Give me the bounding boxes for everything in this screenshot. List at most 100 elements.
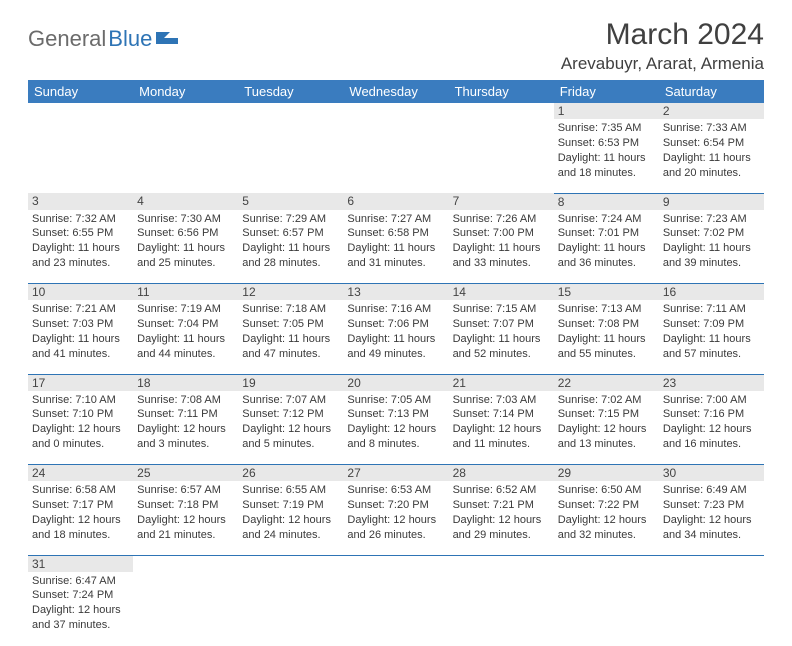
daynum-row: 31: [28, 555, 764, 572]
day-details: Sunrise: 7:13 AMSunset: 7:08 PMDaylight:…: [558, 302, 655, 361]
day-number: [554, 555, 659, 572]
day-cell: Sunrise: 7:35 AMSunset: 6:53 PMDaylight:…: [554, 119, 659, 193]
day-number: [133, 555, 238, 572]
day-cell: Sunrise: 7:19 AMSunset: 7:04 PMDaylight:…: [133, 300, 238, 374]
day-number: 24: [28, 465, 133, 482]
day-number: 14: [449, 284, 554, 301]
weekday-header: Saturday: [659, 80, 764, 103]
day-number: 29: [554, 465, 659, 482]
day-cell: Sunrise: 7:33 AMSunset: 6:54 PMDaylight:…: [659, 119, 764, 193]
day-number: [449, 103, 554, 119]
day-cell: Sunrise: 7:00 AMSunset: 7:16 PMDaylight:…: [659, 391, 764, 465]
location: Arevabuyr, Ararat, Armenia: [561, 54, 764, 74]
day-cell: [133, 572, 238, 646]
day-details: Sunrise: 7:27 AMSunset: 6:58 PMDaylight:…: [347, 212, 444, 271]
day-cell: Sunrise: 7:03 AMSunset: 7:14 PMDaylight:…: [449, 391, 554, 465]
day-details: Sunrise: 7:00 AMSunset: 7:16 PMDaylight:…: [663, 393, 760, 452]
day-number: 28: [449, 465, 554, 482]
day-cell: Sunrise: 6:49 AMSunset: 7:23 PMDaylight:…: [659, 481, 764, 555]
day-cell: Sunrise: 7:02 AMSunset: 7:15 PMDaylight:…: [554, 391, 659, 465]
day-number: 2: [659, 103, 764, 119]
day-number: 30: [659, 465, 764, 482]
day-cell: Sunrise: 7:10 AMSunset: 7:10 PMDaylight:…: [28, 391, 133, 465]
day-number: 7: [449, 193, 554, 210]
logo-text-general: General: [28, 26, 106, 52]
day-cell: Sunrise: 7:30 AMSunset: 6:56 PMDaylight:…: [133, 210, 238, 284]
weekday-header: Tuesday: [238, 80, 343, 103]
day-cell: Sunrise: 7:24 AMSunset: 7:01 PMDaylight:…: [554, 210, 659, 284]
day-number: 25: [133, 465, 238, 482]
day-cell: Sunrise: 7:07 AMSunset: 7:12 PMDaylight:…: [238, 391, 343, 465]
day-number: 11: [133, 284, 238, 301]
daynum-row: 24252627282930: [28, 465, 764, 482]
day-details: Sunrise: 7:32 AMSunset: 6:55 PMDaylight:…: [32, 212, 129, 271]
day-cell: Sunrise: 7:08 AMSunset: 7:11 PMDaylight:…: [133, 391, 238, 465]
week-row: Sunrise: 7:35 AMSunset: 6:53 PMDaylight:…: [28, 119, 764, 193]
day-number: 3: [28, 193, 133, 210]
day-number: 6: [343, 193, 448, 210]
day-details: Sunrise: 7:35 AMSunset: 6:53 PMDaylight:…: [558, 121, 655, 180]
day-number: [238, 103, 343, 119]
day-details: Sunrise: 6:53 AMSunset: 7:20 PMDaylight:…: [347, 483, 444, 542]
day-number: 16: [659, 284, 764, 301]
day-cell: [238, 572, 343, 646]
week-row: Sunrise: 7:21 AMSunset: 7:03 PMDaylight:…: [28, 300, 764, 374]
day-cell: Sunrise: 7:18 AMSunset: 7:05 PMDaylight:…: [238, 300, 343, 374]
day-number: 22: [554, 374, 659, 391]
day-details: Sunrise: 7:07 AMSunset: 7:12 PMDaylight:…: [242, 393, 339, 452]
day-cell: [449, 572, 554, 646]
day-details: Sunrise: 7:21 AMSunset: 7:03 PMDaylight:…: [32, 302, 129, 361]
day-number: 5: [238, 193, 343, 210]
week-row: Sunrise: 6:58 AMSunset: 7:17 PMDaylight:…: [28, 481, 764, 555]
day-cell: Sunrise: 6:55 AMSunset: 7:19 PMDaylight:…: [238, 481, 343, 555]
day-number: 17: [28, 374, 133, 391]
day-details: Sunrise: 6:55 AMSunset: 7:19 PMDaylight:…: [242, 483, 339, 542]
logo-text-blue: Blue: [108, 26, 152, 52]
day-number: 9: [659, 193, 764, 210]
weekday-header: Friday: [554, 80, 659, 103]
day-details: Sunrise: 7:29 AMSunset: 6:57 PMDaylight:…: [242, 212, 339, 271]
day-details: Sunrise: 6:49 AMSunset: 7:23 PMDaylight:…: [663, 483, 760, 542]
day-number: 26: [238, 465, 343, 482]
day-details: Sunrise: 6:58 AMSunset: 7:17 PMDaylight:…: [32, 483, 129, 542]
day-number: 1: [554, 103, 659, 119]
day-number: 12: [238, 284, 343, 301]
day-details: Sunrise: 7:08 AMSunset: 7:11 PMDaylight:…: [137, 393, 234, 452]
day-number: 19: [238, 374, 343, 391]
day-cell: Sunrise: 7:21 AMSunset: 7:03 PMDaylight:…: [28, 300, 133, 374]
day-number: 23: [659, 374, 764, 391]
day-details: Sunrise: 7:26 AMSunset: 7:00 PMDaylight:…: [453, 212, 550, 271]
day-details: Sunrise: 6:47 AMSunset: 7:24 PMDaylight:…: [32, 574, 129, 633]
week-row: Sunrise: 7:32 AMSunset: 6:55 PMDaylight:…: [28, 210, 764, 284]
day-cell: Sunrise: 6:50 AMSunset: 7:22 PMDaylight:…: [554, 481, 659, 555]
day-details: Sunrise: 7:15 AMSunset: 7:07 PMDaylight:…: [453, 302, 550, 361]
day-cell: [554, 572, 659, 646]
day-details: Sunrise: 6:57 AMSunset: 7:18 PMDaylight:…: [137, 483, 234, 542]
day-details: Sunrise: 7:18 AMSunset: 7:05 PMDaylight:…: [242, 302, 339, 361]
day-number: [238, 555, 343, 572]
day-number: [28, 103, 133, 119]
week-row: Sunrise: 7:10 AMSunset: 7:10 PMDaylight:…: [28, 391, 764, 465]
day-number: 31: [28, 555, 133, 572]
day-cell: Sunrise: 7:27 AMSunset: 6:58 PMDaylight:…: [343, 210, 448, 284]
day-cell: Sunrise: 7:23 AMSunset: 7:02 PMDaylight:…: [659, 210, 764, 284]
logo-flag-icon: [156, 28, 182, 51]
day-cell: [238, 119, 343, 193]
day-details: Sunrise: 7:02 AMSunset: 7:15 PMDaylight:…: [558, 393, 655, 452]
day-details: Sunrise: 6:52 AMSunset: 7:21 PMDaylight:…: [453, 483, 550, 542]
day-number: [659, 555, 764, 572]
day-cell: Sunrise: 6:58 AMSunset: 7:17 PMDaylight:…: [28, 481, 133, 555]
day-cell: Sunrise: 7:32 AMSunset: 6:55 PMDaylight:…: [28, 210, 133, 284]
day-details: Sunrise: 7:11 AMSunset: 7:09 PMDaylight:…: [663, 302, 760, 361]
day-cell: [659, 572, 764, 646]
day-cell: [343, 572, 448, 646]
day-cell: Sunrise: 6:52 AMSunset: 7:21 PMDaylight:…: [449, 481, 554, 555]
daynum-row: 10111213141516: [28, 284, 764, 301]
day-number: 20: [343, 374, 448, 391]
day-cell: Sunrise: 6:57 AMSunset: 7:18 PMDaylight:…: [133, 481, 238, 555]
day-cell: Sunrise: 7:15 AMSunset: 7:07 PMDaylight:…: [449, 300, 554, 374]
day-details: Sunrise: 7:24 AMSunset: 7:01 PMDaylight:…: [558, 212, 655, 271]
day-cell: Sunrise: 7:11 AMSunset: 7:09 PMDaylight:…: [659, 300, 764, 374]
day-details: Sunrise: 7:30 AMSunset: 6:56 PMDaylight:…: [137, 212, 234, 271]
title-block: March 2024 Arevabuyr, Ararat, Armenia: [561, 18, 764, 74]
